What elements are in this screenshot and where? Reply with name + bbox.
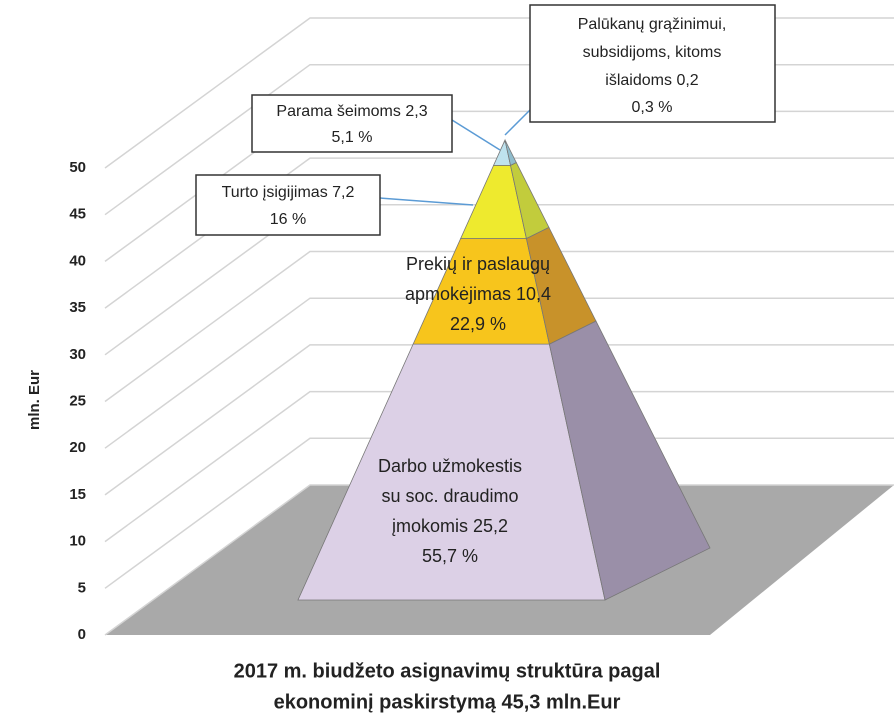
y-tick-label: 5 [78, 579, 86, 596]
callout-line [451, 119, 501, 151]
data-label: Darbo užmokestis [378, 456, 522, 476]
data-label: subsidijoms, kitoms [583, 44, 722, 61]
share-label: 55,7 % [422, 546, 478, 566]
data-label: Prekių ir paslaugų [406, 254, 550, 274]
callout-line [504, 109, 531, 136]
category-label: apmokėjimas [405, 284, 511, 304]
category-label: Darbo užmokestis [378, 456, 522, 476]
label-box [195, 174, 381, 236]
share-label: 16 % [270, 211, 306, 228]
data-label: apmokėjimas 10,4 [405, 284, 551, 304]
value-label: 7,2 [332, 184, 354, 201]
category-label: įmokomis [392, 516, 468, 536]
value-label: 10,4 [516, 284, 551, 304]
share-label: 5,1 % [332, 129, 373, 146]
grid-line [104, 297, 894, 449]
value-label: 25,2 [473, 516, 508, 536]
labels: Darbo užmokestis su soc. draudimo įmokomis… [195, 4, 776, 566]
y-tick-label: 30 [69, 346, 86, 363]
data-label: Palūkanų grąžinimui, [578, 16, 727, 33]
y-tick-label: 35 [69, 299, 86, 316]
chart-title: ekonominį paskirstymą 45,3 mln.Eur [274, 691, 621, 713]
pyramid [297, 138, 711, 601]
chart-title: 2017 m. biudžeto asignavimų struktūra pa… [234, 660, 661, 682]
y-tick-label: 40 [69, 252, 86, 269]
y-tick-label: 50 [69, 159, 86, 176]
category-label: Palūkanų grąžinimui, [578, 16, 727, 33]
segment-side [504, 139, 507, 143]
category-label: Prekių ir paslaugų [406, 254, 550, 274]
value-label: 0,2 [676, 72, 698, 89]
grid-line [104, 390, 894, 543]
category-label: su soc. draudimo [381, 486, 518, 506]
y-tick-label: 25 [69, 392, 86, 409]
data-label: įmokomis 25,2 [392, 516, 508, 536]
share-label: 0,3 % [632, 99, 673, 116]
data-label: Turto įsigijimas 7,2 [222, 184, 355, 201]
data-label: išlaidoms 0,2 [605, 72, 698, 89]
data-label: su soc. draudimo [381, 486, 518, 506]
grid-line [104, 344, 894, 496]
grid-line [104, 484, 894, 636]
data-label: Parama šeimoms 2,3 [276, 103, 427, 120]
y-tick-label: 15 [69, 486, 86, 503]
category-label: išlaidoms [605, 72, 672, 89]
grid-line [104, 157, 894, 309]
label-box [529, 4, 776, 123]
y-tick-label: 0 [78, 626, 86, 643]
y-tick-label: 10 [69, 533, 86, 550]
grid-line [104, 250, 894, 403]
category-label: Parama šeimoms [276, 103, 400, 120]
y-axis-label: mln. Eur [26, 370, 43, 430]
category-label: subsidijoms, kitoms [583, 44, 722, 61]
value-label: 2,3 [405, 103, 427, 120]
share-label: 22,9 % [450, 314, 506, 334]
y-tick-label: 20 [69, 439, 86, 456]
callout-line [379, 197, 474, 206]
grid-line [104, 437, 894, 589]
y-tick-label: 45 [69, 206, 86, 223]
category-label: Turto įsigijimas [222, 184, 328, 201]
label-box [251, 94, 453, 153]
